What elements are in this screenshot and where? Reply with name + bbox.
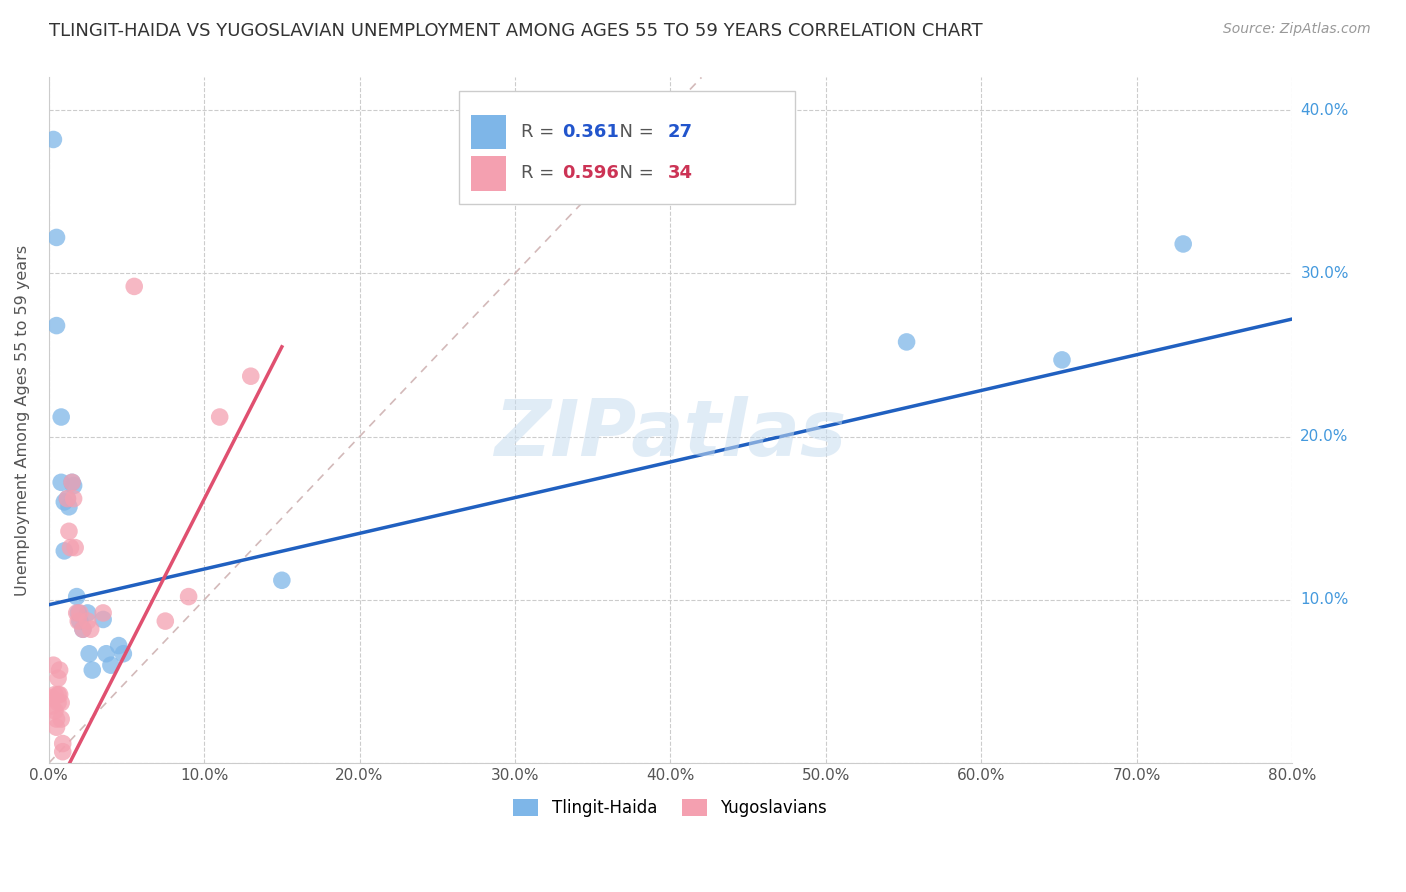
Text: 0.361: 0.361 — [562, 123, 619, 141]
Text: 30.0%: 30.0% — [1301, 266, 1348, 281]
Text: R =: R = — [522, 164, 560, 183]
Point — [46, 671, 69, 685]
Point — [52, 737, 75, 751]
Text: 20.0%: 20.0% — [1301, 429, 1348, 444]
Point — [77, 647, 100, 661]
Point — [58, 500, 80, 514]
Point — [67, 614, 90, 628]
Point — [41, 698, 63, 713]
Point — [56, 491, 79, 506]
Point — [45, 712, 67, 726]
Point — [60, 475, 83, 490]
Point — [155, 614, 177, 628]
Y-axis label: Unemployment Among Ages 55 to 59 years: Unemployment Among Ages 55 to 59 years — [15, 244, 30, 596]
Point — [41, 690, 63, 705]
Point — [44, 704, 66, 718]
Point — [270, 574, 292, 588]
Text: 27: 27 — [668, 123, 693, 141]
Point — [66, 606, 89, 620]
Point — [45, 230, 67, 244]
Point — [45, 720, 67, 734]
Point — [53, 544, 76, 558]
Text: N =: N = — [609, 164, 659, 183]
Point — [62, 491, 84, 506]
Point — [177, 590, 200, 604]
Text: Source: ZipAtlas.com: Source: ZipAtlas.com — [1223, 22, 1371, 37]
Point — [122, 279, 145, 293]
FancyBboxPatch shape — [458, 91, 794, 204]
Point — [91, 612, 114, 626]
Point — [100, 658, 122, 673]
Text: R =: R = — [522, 123, 560, 141]
Point — [48, 688, 70, 702]
Point — [96, 647, 118, 661]
Point — [1050, 352, 1073, 367]
Point — [42, 132, 65, 146]
Point — [51, 712, 73, 726]
Point — [52, 745, 75, 759]
Text: ZIPatlas: ZIPatlas — [495, 396, 846, 472]
Point — [63, 541, 86, 555]
Point — [45, 318, 67, 333]
Point — [42, 658, 65, 673]
Point — [208, 410, 231, 425]
Point — [72, 622, 94, 636]
Point — [44, 688, 66, 702]
Point — [59, 541, 82, 555]
Point — [53, 495, 76, 509]
Point — [48, 663, 70, 677]
Point — [72, 622, 94, 636]
Point — [76, 606, 98, 620]
Point — [80, 622, 103, 636]
Point — [56, 491, 79, 506]
Point — [51, 475, 73, 490]
Point — [67, 606, 90, 620]
Point — [46, 696, 69, 710]
Point — [76, 614, 98, 628]
Text: 40.0%: 40.0% — [1301, 103, 1348, 118]
Point — [51, 696, 73, 710]
Text: TLINGIT-HAIDA VS YUGOSLAVIAN UNEMPLOYMENT AMONG AGES 55 TO 59 YEARS CORRELATION : TLINGIT-HAIDA VS YUGOSLAVIAN UNEMPLOYMEN… — [49, 22, 983, 40]
Point — [51, 410, 73, 425]
Point — [60, 475, 83, 490]
Point — [58, 524, 80, 539]
Text: 34: 34 — [668, 164, 693, 183]
Point — [239, 369, 262, 384]
Bar — [471, 156, 506, 191]
Point — [112, 647, 135, 661]
Legend: Tlingit-Haida, Yugoslavians: Tlingit-Haida, Yugoslavians — [506, 792, 834, 823]
Point — [1173, 237, 1195, 252]
Point — [107, 639, 129, 653]
Text: 0.596: 0.596 — [562, 164, 619, 183]
Bar — [471, 115, 506, 150]
Point — [896, 334, 918, 349]
Point — [91, 606, 114, 620]
Point — [82, 663, 104, 677]
Point — [62, 478, 84, 492]
Point — [69, 606, 91, 620]
Text: N =: N = — [609, 123, 659, 141]
Point — [46, 688, 69, 702]
Point — [66, 590, 89, 604]
Point — [69, 614, 91, 628]
Text: 10.0%: 10.0% — [1301, 592, 1348, 607]
